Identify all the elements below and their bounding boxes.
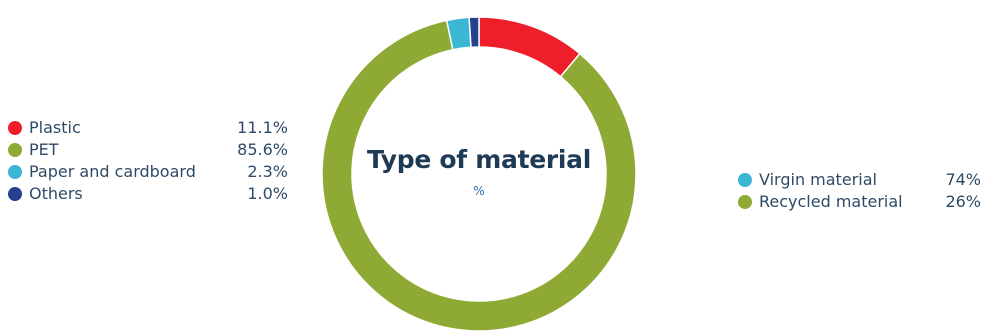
- legend-label: PET: [29, 140, 59, 159]
- legend-value: 85.6%: [237, 140, 288, 159]
- legend-swatch-plastic: [8, 121, 22, 135]
- legend-label: Others: [29, 184, 83, 203]
- material-donut-chart: [321, 16, 637, 332]
- legend-item-virgin: Virgin material 74%: [738, 169, 983, 191]
- slice-others: [468, 16, 480, 49]
- legend-value: 11.1%: [237, 118, 288, 137]
- material-type-legend: Plastic 11.1% PET 85.6% Paper and cardbo…: [8, 117, 288, 205]
- legend-item-paper: Paper and cardboard 2.3%: [8, 161, 288, 183]
- legend-label: Recycled material: [759, 192, 903, 211]
- legend-swatch-recycled: [738, 195, 752, 209]
- legend-item-plastic: Plastic 11.1%: [8, 117, 288, 139]
- legend-value: 26%: [945, 192, 981, 211]
- legend-swatch-others: [8, 187, 22, 201]
- legend-swatch-pet: [8, 143, 22, 157]
- virgin-recycled-legend: Virgin material 74% Recycled material 26…: [738, 169, 983, 213]
- chart-title: Type of material: [366, 145, 592, 174]
- legend-swatch-virgin: [738, 173, 752, 187]
- legend-value: 1.0%: [247, 184, 288, 203]
- legend-item-others: Others 1.0%: [8, 183, 288, 205]
- legend-item-recycled: Recycled material 26%: [738, 191, 983, 213]
- legend-label: Virgin material: [759, 170, 877, 189]
- legend-swatch-paper: [8, 165, 22, 179]
- legend-label: Plastic: [29, 118, 81, 137]
- legend-item-pet: PET 85.6%: [8, 139, 288, 161]
- legend-label: Paper and cardboard: [29, 162, 196, 181]
- legend-value: 74%: [945, 170, 981, 189]
- chart-subtitle: %: [473, 184, 485, 198]
- legend-value: 2.3%: [247, 162, 288, 181]
- slice-plastic: [478, 16, 581, 78]
- slice-pet: [321, 19, 637, 332]
